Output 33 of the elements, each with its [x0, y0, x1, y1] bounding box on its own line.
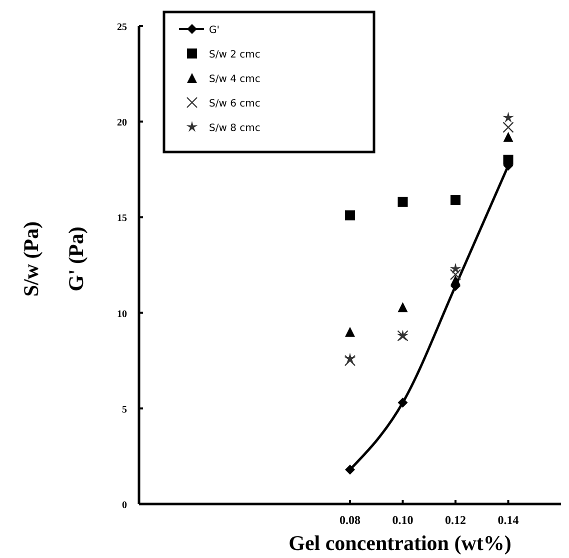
y-tick-label: 20 — [117, 118, 127, 129]
x-tick-label: 0.08 — [340, 513, 360, 527]
point — [398, 398, 408, 408]
point — [345, 210, 355, 220]
y-tick-label: 10 — [117, 308, 127, 320]
point — [503, 154, 514, 165]
y-tick-label: 0 — [122, 500, 127, 511]
point — [345, 326, 355, 337]
point — [450, 194, 460, 205]
x-tick-label: 0.12 — [445, 513, 466, 527]
point — [398, 196, 408, 207]
legend-label: S/w 8 cmc — [209, 123, 260, 134]
x-tick-label: 0.14 — [498, 513, 519, 527]
point — [502, 112, 514, 123]
legend-label: S/w 4 cmc — [209, 74, 260, 85]
legend-label: G' — [209, 25, 220, 36]
y-tick-label: 25 — [117, 22, 127, 33]
point — [503, 132, 514, 142]
y-tick-label: 15 — [117, 213, 127, 224]
x-axis-title: Gel concentration (wt%) — [288, 531, 512, 555]
point — [502, 122, 514, 133]
point — [450, 275, 460, 286]
point — [398, 302, 408, 312]
legend-label: S/w 6 cmc — [209, 98, 260, 110]
point — [450, 262, 462, 274]
point — [344, 355, 356, 366]
legend-label: S/w 2 cmc — [209, 50, 260, 60]
point — [450, 268, 462, 280]
point — [345, 464, 355, 475]
x-tick-label: 0.10 — [392, 513, 414, 527]
y-tick-label: 5 — [122, 404, 127, 416]
y-axis-title: S/w (Pa) G' (Pa) — [19, 221, 88, 297]
point — [344, 352, 356, 364]
